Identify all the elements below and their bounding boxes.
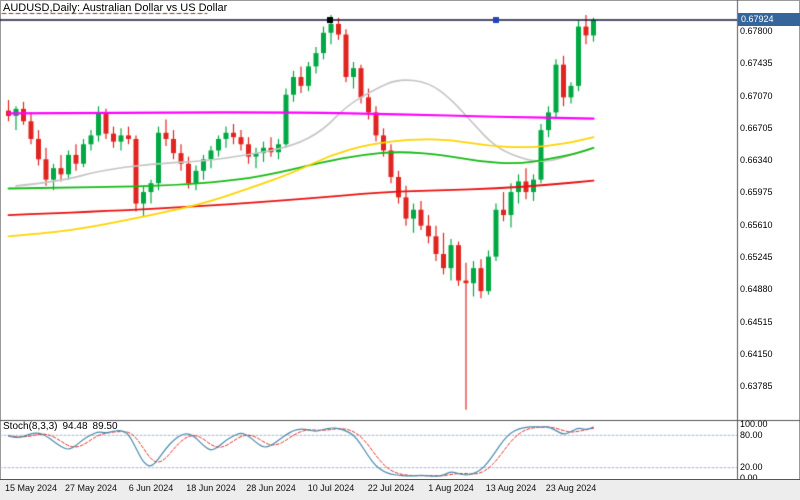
date-axis-label: 13 Aug 2024 (485, 483, 537, 493)
price-axis-label: 0.67800 (740, 26, 773, 36)
price-axis-label: 0.65975 (740, 187, 773, 198)
chart-title: AUDUSD,Daily: Australian Dollar vs US Do… (3, 2, 228, 14)
date-axis-label: 1 Aug 2024 (428, 483, 474, 493)
stochastic-signal-value: 89.50 (92, 421, 118, 432)
price-axis-label: 0.65610 (740, 219, 773, 230)
stochastic-axis-label: 100.00 (740, 419, 768, 429)
date-axis-label: 6 Jun 2024 (128, 483, 174, 493)
stochastic-axis-label: 80.00 (740, 429, 763, 440)
date-axis-label: 18 Jun 2024 (186, 483, 236, 493)
stochastic-main-value: 94.48 (62, 421, 88, 432)
date-axis-label: 27 May 2024 (64, 483, 118, 493)
price-axis-label: 0.67070 (740, 90, 773, 101)
date-axis-label: 10 Jul 2024 (307, 483, 355, 493)
price-axis-label: 0.65245 (740, 252, 773, 263)
stochastic-axis-label: 0.00 (740, 473, 758, 483)
stochastic-axis-label: 20.00 (740, 462, 763, 473)
stochastic-name: Stoch(8,3,3) (3, 421, 58, 432)
current-price-value: 0.67924 (741, 14, 774, 25)
price-axis-label: 0.64515 (740, 316, 773, 327)
current-price-tag: 0.67924 (738, 13, 800, 27)
price-axis-label: 0.66340 (740, 155, 773, 166)
price-axis-label: 0.67435 (740, 58, 773, 69)
date-axis-label: 28 Jun 2024 (246, 483, 296, 493)
date-axis-label: 22 Jul 2024 (367, 483, 415, 493)
price-axis-label: 0.66705 (740, 122, 773, 133)
price-axis-label: 0.64150 (740, 348, 773, 359)
price-axis-label: 0.64880 (740, 284, 773, 295)
price-axis-label: 0.63785 (740, 381, 773, 392)
date-axis-label: 23 Aug 2024 (545, 483, 597, 493)
time-axis[interactable]: 15 May 2024 27 May 2024 6 Jun 2024 18 Jun 2… (0, 479, 800, 500)
stochastic-indicator-label: Stoch(8,3,3) 94.48 89.50 (3, 421, 123, 432)
date-axis-label: 15 May 2024 (4, 483, 58, 493)
